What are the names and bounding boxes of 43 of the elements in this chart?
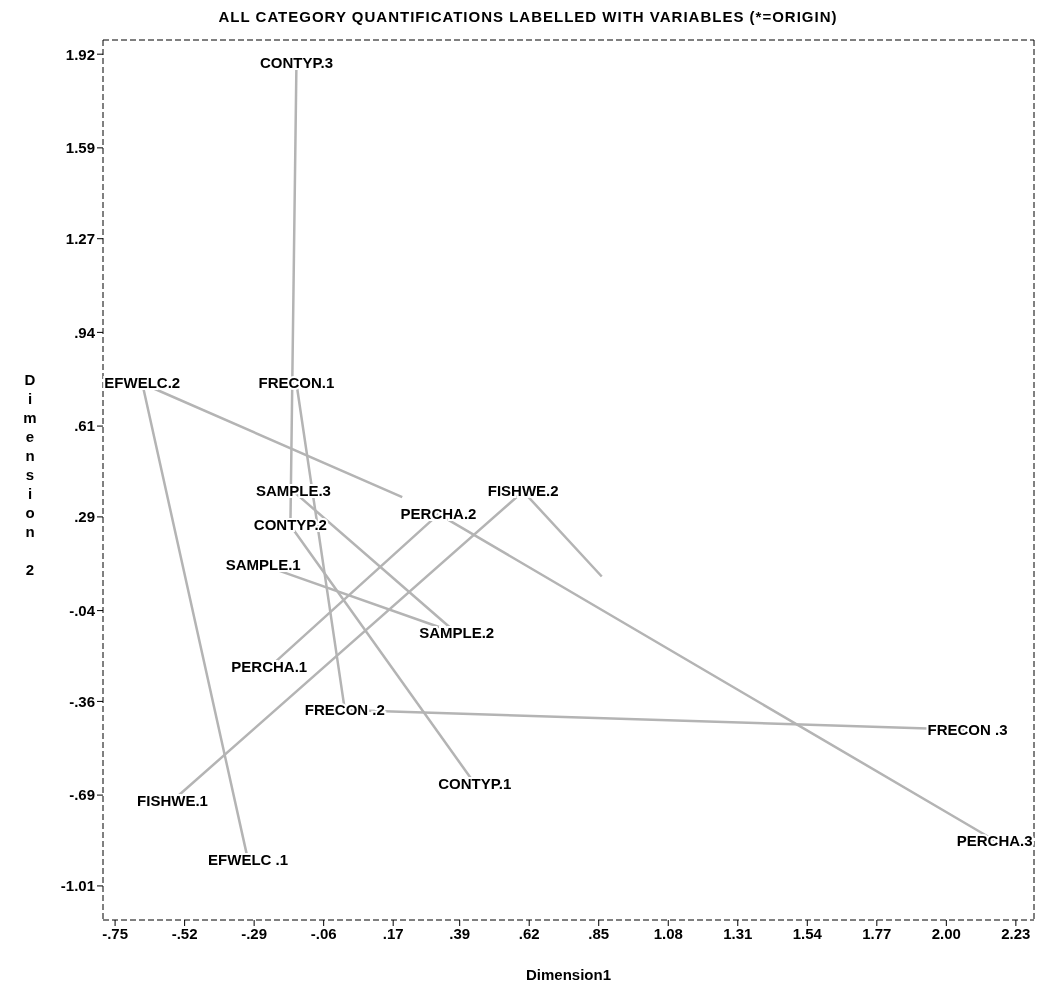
annotation: FISHWE.1 xyxy=(137,791,208,809)
x-tick-label: .39 xyxy=(449,924,471,942)
x-tick-label: 1.77 xyxy=(862,924,892,942)
annotation: EFWELC.2 xyxy=(104,374,181,392)
x-tick-label: 2.23 xyxy=(1001,924,1031,942)
x-tick-label: -.29 xyxy=(241,924,268,942)
annotation: FRECON .3 xyxy=(927,720,1008,738)
y-tick-label: -.36 xyxy=(69,692,95,710)
annotation: SAMPLE.3 xyxy=(255,482,331,500)
annotation: SAMPLE.1 xyxy=(225,556,301,574)
y-tick-label: -.04 xyxy=(69,601,96,619)
x-tick-label: 1.31 xyxy=(723,924,753,942)
annotation: CONTYP.1 xyxy=(438,774,512,792)
x-axis-title: Dimension1 xyxy=(525,966,612,983)
annotation: FISHWE.2 xyxy=(487,482,559,500)
x-tick-label: -.52 xyxy=(171,924,198,942)
y-tick-label: 1.92 xyxy=(65,45,95,63)
y-tick-label: .29 xyxy=(74,508,95,526)
y-tick-label: .94 xyxy=(74,323,96,341)
annotation: EFWELC .1 xyxy=(208,851,289,869)
x-tick-label: -.06 xyxy=(310,924,337,942)
x-tick-label: .17 xyxy=(382,924,404,942)
annotation: CONTYP.3 xyxy=(259,53,333,71)
annotation: SAMPLE.2 xyxy=(419,624,495,642)
y-tick-label: -.69 xyxy=(69,786,95,804)
annotation: FRECON .2 xyxy=(304,700,385,718)
y-tick-label: .61 xyxy=(74,417,95,435)
annotation: PERCHA.2 xyxy=(400,505,477,523)
annotation: CONTYP.2 xyxy=(253,516,327,534)
x-tick-label: 1.08 xyxy=(653,924,683,942)
x-tick-label: .85 xyxy=(588,924,610,942)
annotation: PERCHA.1 xyxy=(231,658,308,676)
y-tick-label: 1.27 xyxy=(65,230,95,248)
y-tick-label: 1.59 xyxy=(65,139,95,157)
y-tick-label: -1.01 xyxy=(60,877,95,895)
x-tick-label: 2.00 xyxy=(931,924,961,942)
annotation: FRECON.1 xyxy=(258,374,335,392)
chart-title: ALL CATEGORY QUANTIFICATIONS LABELLED WITH VARIABLES (*=ORIGIN) xyxy=(217,8,839,27)
x-tick-label: .62 xyxy=(518,924,540,942)
x-tick-label: -.75 xyxy=(102,924,129,942)
text: Dimension 2 xyxy=(23,371,37,578)
annotation: PERCHA.3 xyxy=(956,831,1033,849)
x-tick-label: 1.54 xyxy=(792,924,823,942)
